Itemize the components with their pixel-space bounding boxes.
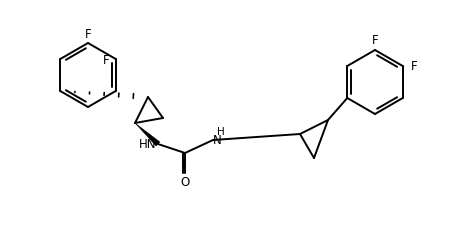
Text: HN: HN bbox=[138, 137, 156, 151]
Text: F: F bbox=[103, 54, 109, 67]
Polygon shape bbox=[135, 123, 160, 146]
Text: N: N bbox=[213, 134, 222, 146]
Text: F: F bbox=[85, 27, 91, 40]
Text: H: H bbox=[217, 127, 225, 137]
Text: O: O bbox=[180, 176, 190, 188]
Text: F: F bbox=[372, 34, 378, 48]
Text: F: F bbox=[410, 60, 417, 73]
